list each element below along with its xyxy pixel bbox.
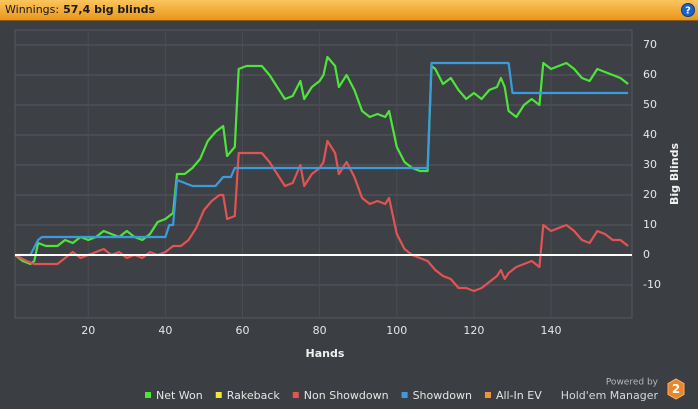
plot-area	[14, 29, 633, 319]
legend-swatch	[484, 392, 491, 398]
logo-text: 2	[672, 382, 680, 396]
y-tick-label: 20	[643, 188, 657, 201]
y-tick-label: 40	[643, 128, 657, 141]
header-value: 57,4 big blinds	[63, 3, 155, 16]
legend-swatch	[401, 392, 408, 398]
x-tick-label: 20	[81, 324, 95, 337]
x-tick-label: 60	[236, 324, 250, 337]
series-line	[14, 139, 629, 293]
y-tick-label: 0	[643, 248, 650, 261]
logo	[667, 378, 685, 400]
x-tick-label: 120	[463, 324, 484, 337]
x-tick-label: 40	[158, 324, 172, 337]
powered-by: Powered by	[606, 378, 659, 388]
header-label: Winnings:	[5, 3, 59, 16]
y-tick-label: 70	[643, 38, 657, 51]
y-tick-label: -10	[643, 278, 661, 291]
legend-label: Net Won	[156, 389, 203, 402]
series-line	[15, 61, 629, 257]
x-axis-title: Hands	[306, 347, 345, 360]
legend-label: Rakeback	[227, 389, 281, 402]
y-tick-label: 50	[643, 98, 657, 111]
legend-swatch	[292, 392, 299, 398]
product-name: Hold'em Manager	[561, 389, 659, 402]
x-tick-label: 100	[386, 324, 407, 337]
header-bar	[0, 0, 698, 20]
series-line	[14, 55, 629, 266]
y-axis-title: Big Blinds	[668, 143, 681, 205]
help-icon[interactable]: ?	[685, 6, 691, 17]
help-button[interactable]	[681, 3, 695, 17]
x-tick-label: 80	[313, 324, 327, 337]
legend-label: All-In EV	[496, 389, 542, 402]
legend-swatch	[145, 392, 151, 398]
legend-label: Non Showdown	[304, 389, 389, 402]
y-tick-label: 30	[643, 158, 657, 171]
y-tick-label: 60	[643, 68, 657, 81]
y-tick-label: 10	[643, 218, 657, 231]
legend-swatch	[215, 392, 222, 398]
x-tick-label: 140	[541, 324, 562, 337]
legend-label: Showdown	[413, 389, 472, 402]
